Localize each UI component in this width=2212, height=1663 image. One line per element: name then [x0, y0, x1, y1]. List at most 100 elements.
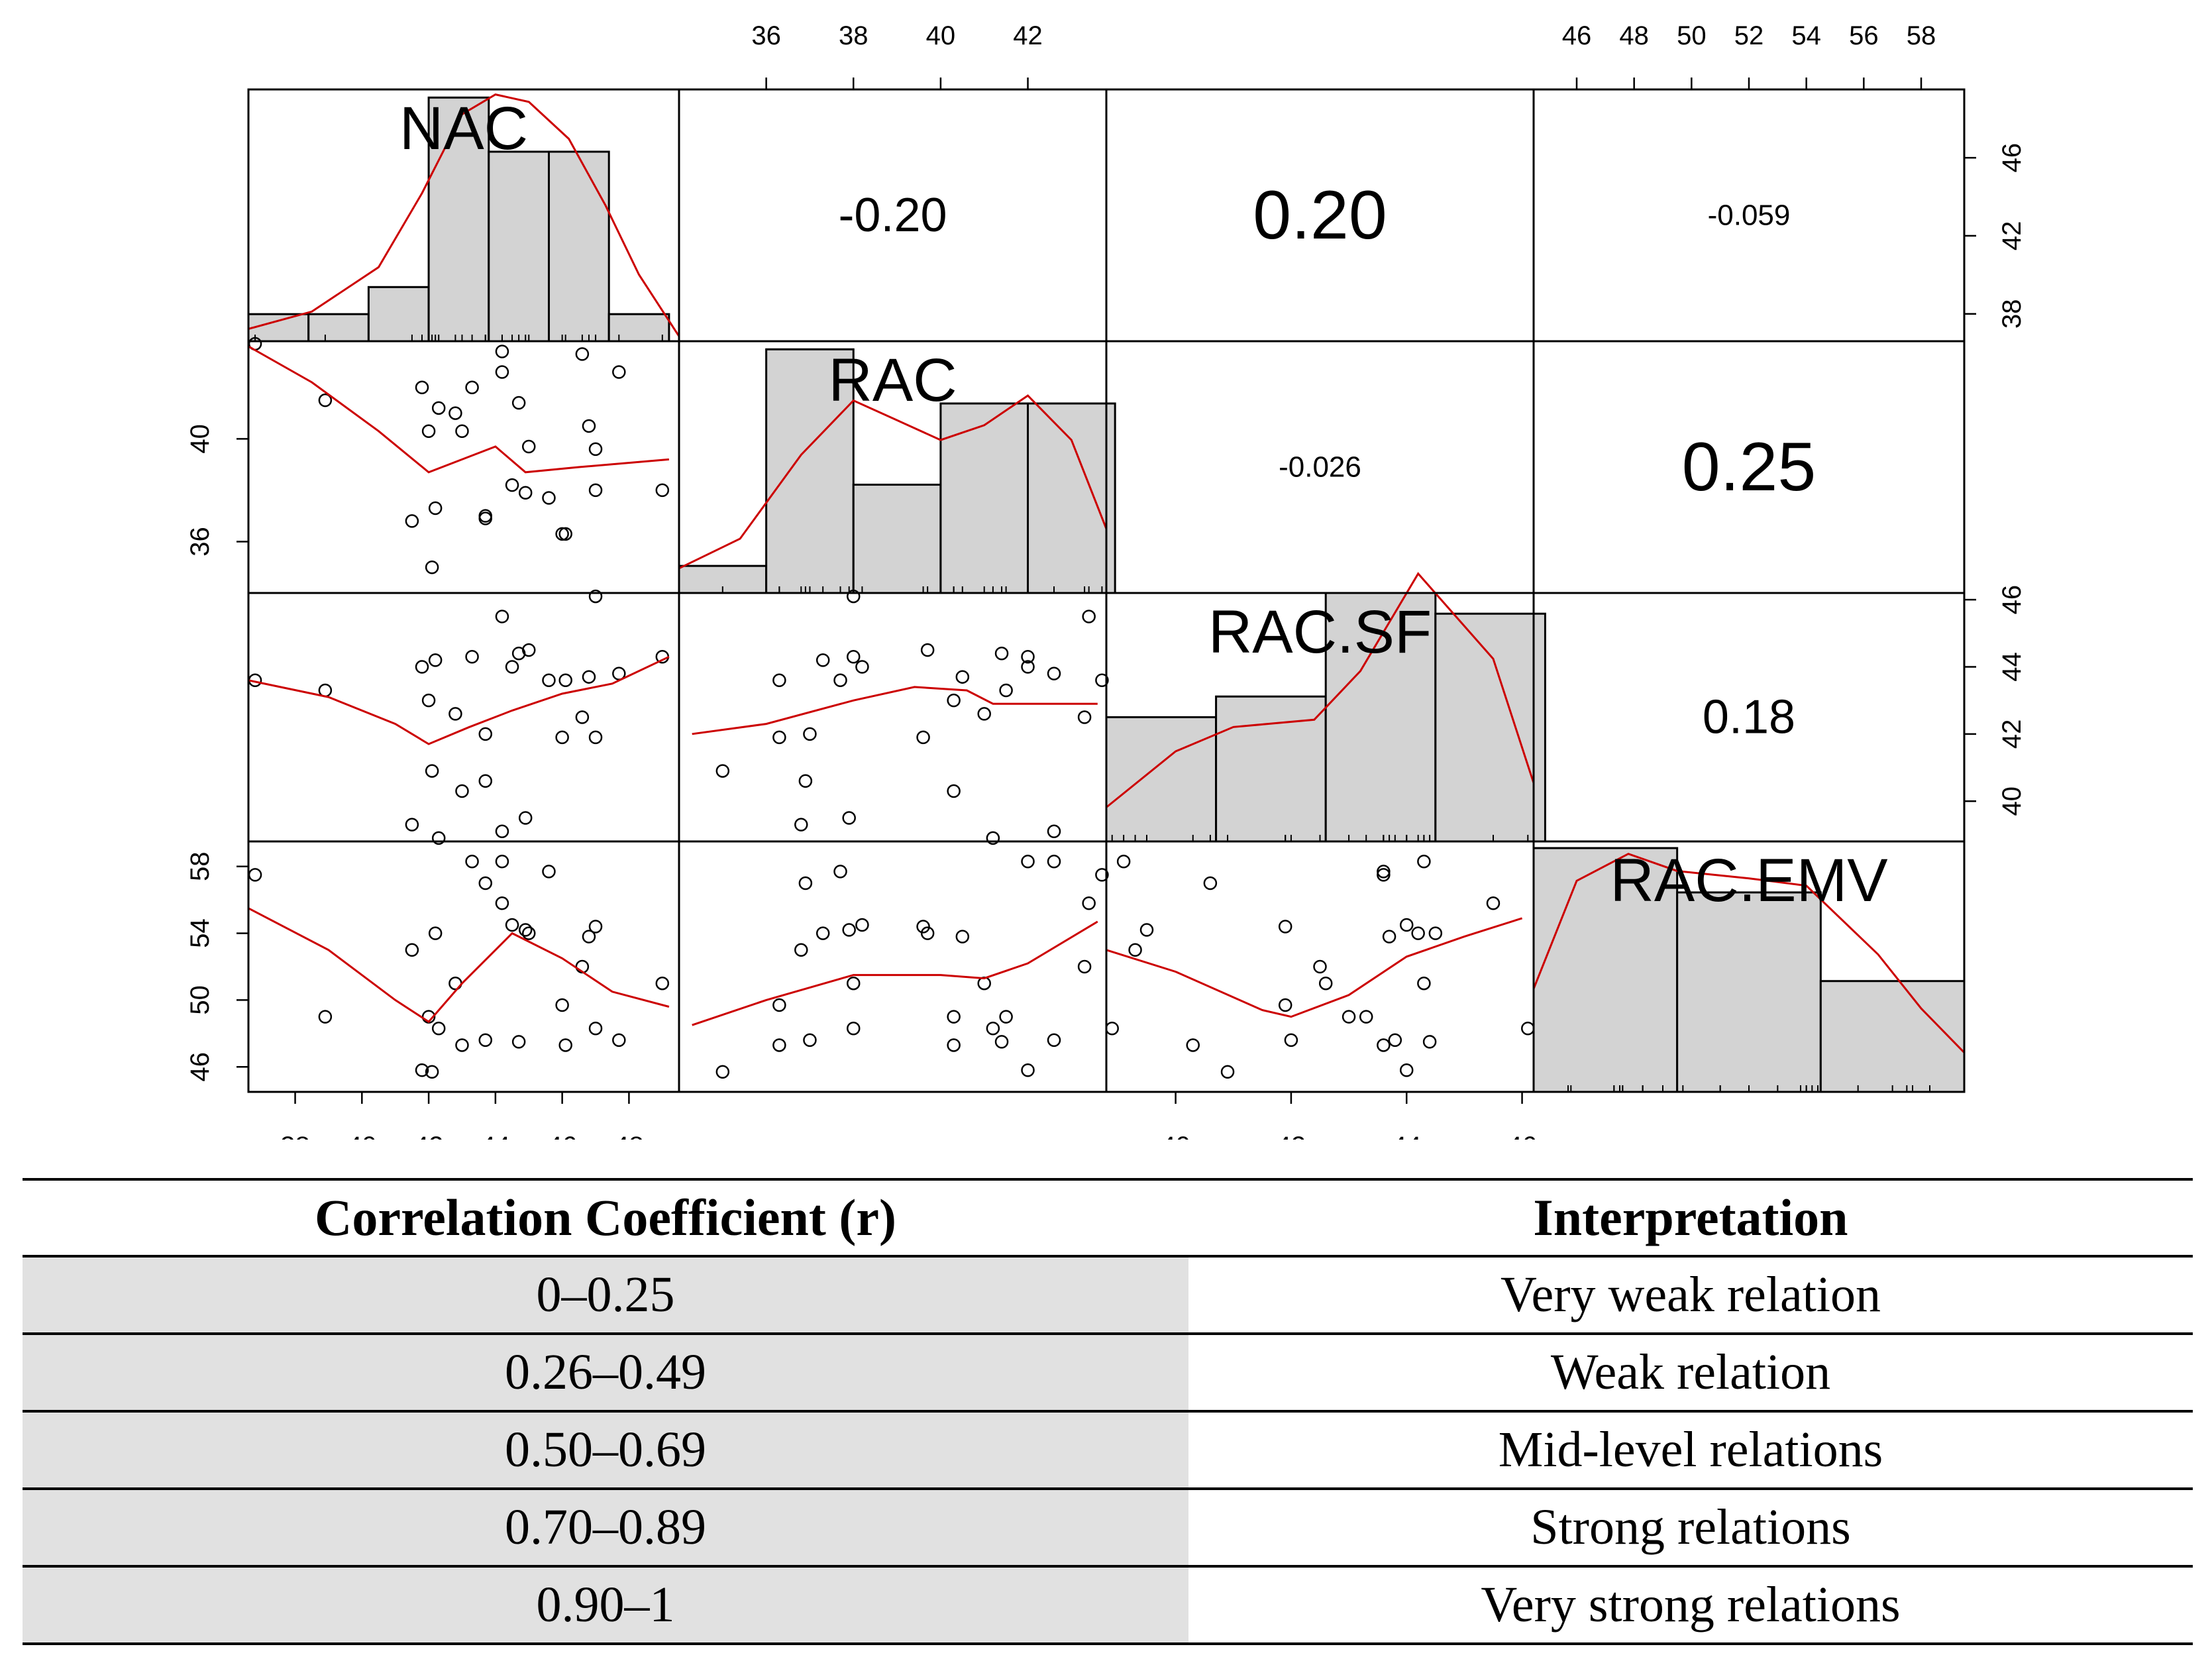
panel-rac-rac: RAC [678, 340, 1116, 594]
scatter-point [1116, 854, 1131, 869]
smooth-line [1106, 917, 1523, 1018]
scatter-point [1377, 868, 1391, 882]
panel-rac-emv-nac [247, 840, 680, 1093]
scatter-point [1411, 926, 1425, 940]
scatter-point [920, 926, 935, 940]
scatter-point [612, 1033, 626, 1047]
scatter-point [1382, 930, 1396, 943]
scatter-point [798, 774, 813, 788]
histogram-bar [852, 484, 942, 594]
scatter-point [916, 730, 930, 745]
scatter-point [1428, 926, 1443, 940]
scatter-point [555, 527, 569, 541]
scatter-point [655, 976, 670, 991]
table-header-row: Correlation Coefficient (r) Interpretati… [23, 1178, 2193, 1258]
table-row: 0.90–1 Very strong relations [23, 1566, 2193, 1645]
scatter-point [955, 930, 970, 943]
scatter-point [1377, 865, 1391, 879]
tick-label: 48 [1619, 21, 1649, 50]
histogram-bar [1027, 402, 1116, 594]
tick-label: 42 [1997, 720, 2027, 749]
tick-label: 42 [1997, 221, 2027, 251]
tick-label: 46 [185, 1052, 215, 1082]
tick-label: 46 [1997, 143, 2027, 173]
scatter-point [478, 727, 493, 741]
scatter-point [522, 439, 536, 454]
interpretation-cell: Mid-level relations [1188, 1411, 2193, 1490]
scatter-point [518, 486, 533, 500]
tick-label: 46 [1997, 585, 2027, 615]
scatter-point [582, 930, 596, 943]
scatter-point [842, 811, 856, 825]
panel-frame [247, 340, 680, 594]
scatter-point [405, 943, 419, 957]
histogram-bar [488, 150, 550, 343]
scatter-point [1021, 1063, 1035, 1077]
scatter-point [431, 831, 446, 845]
scatter-point [1313, 959, 1327, 974]
scatter-point [455, 1038, 469, 1052]
scatter-point [588, 589, 603, 604]
smooth-line [248, 345, 670, 474]
scatter-point [1047, 1033, 1061, 1047]
smooth-line [248, 655, 670, 745]
scatter-point [772, 1038, 786, 1052]
panel-rac-sf-rac-emv: 0.18 [1532, 592, 1966, 843]
scatter-point [555, 730, 569, 745]
scatter-point [1186, 1038, 1200, 1052]
panel-nac-nac: NAC [247, 88, 680, 343]
histogram-bar [247, 313, 310, 343]
scatter-point [511, 1035, 526, 1049]
scatter-point [1105, 1021, 1119, 1036]
table-row: 0–0.25 Very weak relation [23, 1256, 2193, 1335]
range-cell: 0.50–0.69 [23, 1411, 1188, 1490]
panel-rac-sf-nac [247, 589, 680, 845]
scatter-point [1417, 854, 1431, 869]
panel-frame [1105, 840, 1535, 1093]
tick-label: 36 [751, 21, 781, 50]
axis-right-nac: 38 42 46 [1964, 143, 2027, 329]
scatter-point [986, 831, 1000, 845]
scatter-point [1082, 610, 1096, 623]
scatter-point [798, 876, 813, 890]
panel-frame [247, 592, 680, 843]
scatter-point [558, 1038, 572, 1052]
scatter-point [715, 1065, 730, 1079]
scatter-point [803, 727, 817, 741]
axis-top-rac-emv: 46 48 50 52 54 56 58 [1562, 21, 1936, 89]
panel-rac-sf-rac [678, 589, 1109, 845]
panel-nac-rac: -0.20 [678, 88, 1108, 343]
scatter-point [478, 774, 493, 788]
correlation-label: 0.20 [1253, 177, 1387, 254]
range-cell: 0.26–0.49 [23, 1334, 1188, 1413]
range-cell: 0.90–1 [23, 1566, 1188, 1645]
panel-rac-rac-emv: 0.25 [1532, 340, 1966, 594]
scatter-point [575, 347, 590, 361]
scatter-point [448, 707, 462, 721]
scatter-point [431, 1021, 446, 1036]
scatter-point [558, 673, 572, 688]
scatter-point [1359, 1010, 1373, 1024]
scatter-point [478, 1033, 493, 1047]
panel-nac-rac-emv: -0.059 [1532, 88, 1966, 343]
panel-frame [678, 840, 1108, 1093]
scatter-point [612, 365, 626, 379]
panel-rac-emv-rac [678, 840, 1109, 1093]
table-row: 0.26–0.49 Weak relation [23, 1334, 2193, 1413]
tick-label: 44 [1392, 1132, 1422, 1140]
scatter-point [1278, 920, 1292, 934]
tick-label: 46 [1562, 21, 1592, 50]
scatter-point [1399, 918, 1414, 932]
scatter-point [955, 670, 970, 684]
scatter-point [465, 650, 479, 664]
scatter-point [505, 660, 519, 674]
panel-rac-nac [247, 337, 680, 594]
scatter-point [1047, 667, 1061, 680]
scatter-point [794, 943, 808, 957]
header-interpretation: Interpretation [1188, 1178, 2193, 1258]
tick-label: 44 [1997, 652, 2027, 682]
scatter-point [405, 818, 419, 832]
scatter-point [986, 1021, 1000, 1036]
scatter-point [847, 976, 861, 991]
scatter-matrix-chart: NAC -0.20 0.20 -0.059 RAC -0.026 0.25 RAC.SF 0.1… [185, 21, 2027, 1140]
